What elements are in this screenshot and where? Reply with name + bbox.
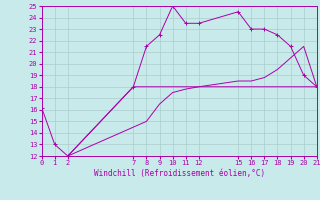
X-axis label: Windchill (Refroidissement éolien,°C): Windchill (Refroidissement éolien,°C) [94,169,265,178]
